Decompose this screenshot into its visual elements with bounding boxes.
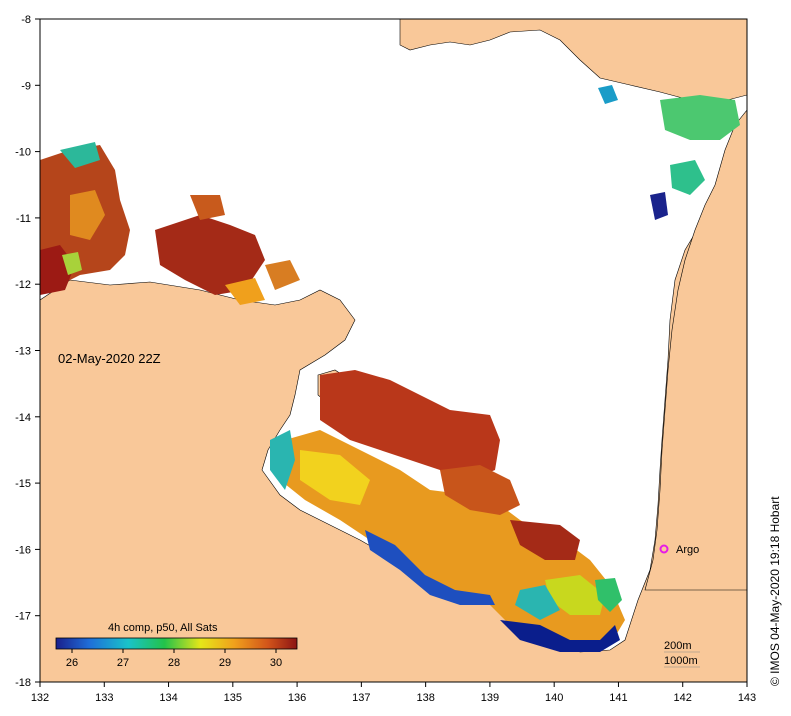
- x-tick-label: 132: [31, 692, 49, 704]
- contour-label-1000m: 1000m: [664, 655, 698, 667]
- x-tick-label: 140: [545, 692, 563, 704]
- x-tick-label: 137: [352, 692, 370, 704]
- y-tick-label: -9: [21, 80, 31, 92]
- land-cape-york: [644, 109, 747, 591]
- y-tick-label: -17: [15, 611, 31, 623]
- x-tick-label: 139: [481, 692, 499, 704]
- sst-swath-central-north: [155, 195, 300, 305]
- sst-swath-gulf: [270, 370, 625, 652]
- x-tick-label: 133: [95, 692, 113, 704]
- colorbar-tick-label: 28: [168, 657, 180, 669]
- y-tick-label: -11: [16, 213, 31, 225]
- x-tick-label: 135: [224, 692, 242, 704]
- y-tick-label: -10: [15, 147, 31, 159]
- x-tick-label: 143: [738, 692, 756, 704]
- colorbar-ticks: 26 27 28 29 30: [66, 649, 282, 669]
- contour-label-200m: 200m: [664, 640, 692, 652]
- x-tick-label: 142: [674, 692, 692, 704]
- colorbar-tick-label: 29: [219, 657, 231, 669]
- sst-swath-northeast: [598, 85, 740, 220]
- x-tick-label: 141: [609, 692, 627, 704]
- colorbar-tick-label: 27: [117, 657, 129, 669]
- argo-marker-icon: [659, 544, 669, 554]
- y-tick-label: -13: [15, 346, 31, 358]
- colorbar-tick-label: 30: [270, 657, 282, 669]
- y-tick-label: -12: [15, 279, 31, 291]
- x-tick-label: 136: [288, 692, 306, 704]
- argo-label: Argo: [676, 544, 699, 556]
- colorbar-tick-label: 26: [66, 657, 78, 669]
- y-tick-label: -18: [15, 677, 31, 689]
- y-tick-label: -16: [15, 544, 31, 556]
- credit-text: © IMOS 04-May-2020 19:18 Hobart: [768, 496, 782, 686]
- legend-title: 4h comp, p50, All Sats: [108, 622, 218, 634]
- y-tick-label: -8: [21, 14, 31, 26]
- y-axis: -8 -9 -10 -11 -12 -13 -14 -15 -16 -17 -18: [15, 14, 40, 689]
- date-label: 02-May-2020 22Z: [58, 351, 161, 366]
- y-tick-label: -15: [15, 478, 31, 490]
- x-tick-label: 138: [416, 692, 434, 704]
- sst-swath-west: [40, 142, 130, 295]
- x-axis: 132 133 134 135 136 137 138 139 140 141 142 143: [31, 682, 756, 704]
- x-tick-label: 134: [159, 692, 177, 704]
- colorbar: [55, 637, 298, 650]
- y-tick-label: -14: [15, 412, 31, 424]
